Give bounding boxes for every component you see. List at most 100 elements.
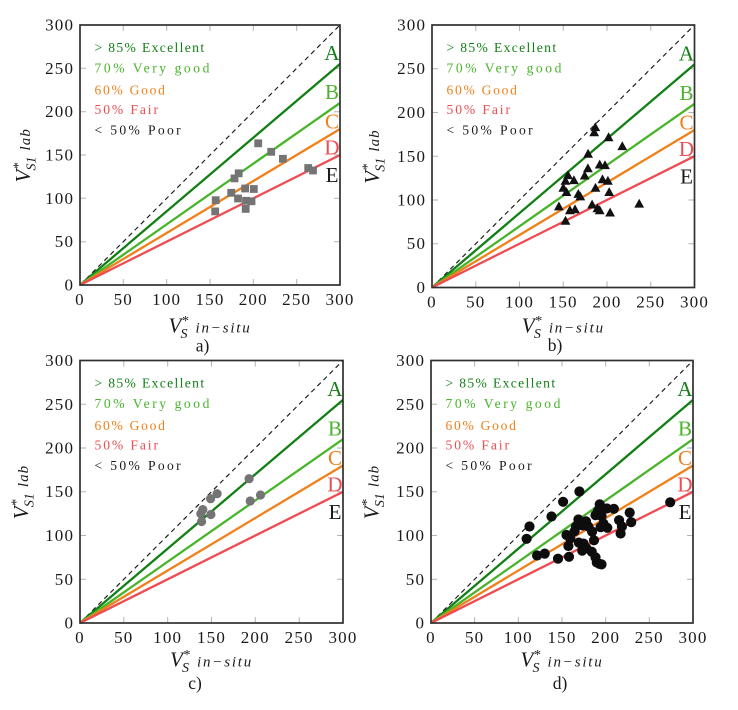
svg-text:100: 100 bbox=[153, 628, 182, 647]
svg-text:A: A bbox=[324, 41, 340, 65]
svg-text:250: 250 bbox=[396, 395, 425, 414]
svg-text:200: 200 bbox=[45, 102, 74, 121]
svg-text:B: B bbox=[328, 416, 342, 440]
svg-text:60% Good: 60% Good bbox=[447, 83, 519, 98]
svg-text:D: D bbox=[327, 472, 342, 496]
svg-text:< 50% Poor: < 50% Poor bbox=[447, 123, 536, 138]
svg-text:300: 300 bbox=[328, 628, 357, 647]
svg-text:70% Very good: 70% Very good bbox=[95, 396, 212, 411]
svg-text:300: 300 bbox=[397, 16, 426, 35]
svg-text:> 85% Excellent: > 85% Excellent bbox=[446, 376, 557, 391]
svg-text:250: 250 bbox=[635, 628, 664, 647]
svg-text:C: C bbox=[328, 446, 342, 470]
svg-text:B: B bbox=[325, 80, 339, 104]
svg-text:50: 50 bbox=[114, 628, 133, 647]
svg-text:100: 100 bbox=[45, 189, 74, 208]
svg-text:250: 250 bbox=[285, 628, 314, 647]
svg-text:0: 0 bbox=[75, 628, 85, 647]
svg-text:< 50% Poor: < 50% Poor bbox=[95, 123, 184, 138]
svg-text:150: 150 bbox=[547, 628, 576, 647]
svg-text:D: D bbox=[679, 137, 694, 161]
svg-text:0: 0 bbox=[415, 614, 425, 633]
svg-text:A: A bbox=[679, 42, 695, 66]
svg-text:B: B bbox=[678, 416, 692, 440]
svg-text:150: 150 bbox=[549, 293, 578, 312]
svg-text:300: 300 bbox=[325, 290, 354, 309]
svg-text:70% Very good: 70% Very good bbox=[447, 61, 564, 76]
svg-text:250: 250 bbox=[45, 395, 74, 414]
svg-text:0: 0 bbox=[64, 276, 74, 295]
svg-text:300: 300 bbox=[45, 16, 74, 35]
svg-text:60% Good: 60% Good bbox=[95, 418, 167, 433]
svg-text:60% Good: 60% Good bbox=[446, 418, 518, 433]
svg-text:0: 0 bbox=[426, 628, 436, 647]
svg-text:< 50% Poor: < 50% Poor bbox=[446, 458, 535, 473]
svg-text:E: E bbox=[329, 500, 342, 524]
svg-text:D: D bbox=[677, 472, 692, 496]
svg-text:250: 250 bbox=[282, 290, 311, 309]
svg-text:70% Very good: 70% Very good bbox=[95, 61, 212, 76]
svg-text:250: 250 bbox=[45, 59, 74, 78]
svg-text:100: 100 bbox=[152, 290, 181, 309]
svg-text:300: 300 bbox=[45, 351, 74, 370]
svg-text:50: 50 bbox=[466, 293, 485, 312]
svg-text:0: 0 bbox=[75, 290, 85, 309]
svg-text:50: 50 bbox=[465, 628, 484, 647]
svg-text:C: C bbox=[678, 446, 692, 470]
svg-text:> 85% Excellent: > 85% Excellent bbox=[447, 40, 558, 55]
svg-text:100: 100 bbox=[45, 526, 74, 545]
svg-text:> 85% Excellent: > 85% Excellent bbox=[95, 40, 206, 55]
svg-text:D: D bbox=[324, 136, 339, 160]
svg-text:C: C bbox=[679, 110, 693, 134]
svg-text:a): a) bbox=[196, 335, 210, 355]
svg-text:100: 100 bbox=[397, 191, 426, 210]
svg-text:50: 50 bbox=[114, 290, 133, 309]
svg-text:300: 300 bbox=[680, 293, 709, 312]
svg-text:250: 250 bbox=[636, 293, 665, 312]
svg-text:c): c) bbox=[188, 673, 202, 693]
svg-text:B: B bbox=[679, 81, 693, 105]
svg-text:300: 300 bbox=[396, 351, 425, 370]
svg-text:200: 200 bbox=[397, 103, 426, 122]
svg-text:0: 0 bbox=[416, 278, 426, 297]
svg-text:50: 50 bbox=[55, 232, 74, 251]
svg-text:50% Fair: 50% Fair bbox=[95, 102, 160, 117]
svg-text:300: 300 bbox=[678, 628, 707, 647]
svg-text:150: 150 bbox=[396, 482, 425, 501]
svg-text:50: 50 bbox=[55, 570, 74, 589]
svg-text:0: 0 bbox=[64, 614, 74, 633]
svg-text:50: 50 bbox=[406, 570, 425, 589]
svg-text:A: A bbox=[327, 377, 343, 401]
svg-text:150: 150 bbox=[195, 290, 224, 309]
svg-text:60% Good: 60% Good bbox=[95, 83, 167, 98]
svg-text:250: 250 bbox=[397, 59, 426, 78]
svg-text:200: 200 bbox=[591, 628, 620, 647]
svg-text:200: 200 bbox=[396, 439, 425, 458]
svg-text:C: C bbox=[325, 109, 339, 133]
svg-text:150: 150 bbox=[45, 146, 74, 165]
svg-text:50% Fair: 50% Fair bbox=[446, 438, 511, 453]
svg-text:150: 150 bbox=[397, 147, 426, 166]
svg-text:50% Fair: 50% Fair bbox=[447, 102, 512, 117]
svg-text:0: 0 bbox=[427, 293, 437, 312]
svg-text:100: 100 bbox=[504, 628, 533, 647]
svg-text:100: 100 bbox=[396, 526, 425, 545]
svg-text:A: A bbox=[677, 377, 693, 401]
svg-text:150: 150 bbox=[197, 628, 226, 647]
svg-text:200: 200 bbox=[241, 628, 270, 647]
svg-text:200: 200 bbox=[239, 290, 268, 309]
svg-text:150: 150 bbox=[45, 482, 74, 501]
svg-text:200: 200 bbox=[592, 293, 621, 312]
svg-text:< 50% Poor: < 50% Poor bbox=[95, 458, 184, 473]
svg-text:b): b) bbox=[548, 335, 563, 355]
svg-text:70% Very good: 70% Very good bbox=[446, 396, 563, 411]
svg-text:d): d) bbox=[553, 673, 568, 693]
svg-text:50% Fair: 50% Fair bbox=[95, 438, 160, 453]
svg-text:50: 50 bbox=[407, 234, 426, 253]
svg-text:E: E bbox=[679, 500, 692, 524]
svg-text:E: E bbox=[326, 163, 339, 187]
svg-text:> 85% Excellent: > 85% Excellent bbox=[95, 376, 206, 391]
svg-text:E: E bbox=[680, 164, 693, 188]
svg-text:200: 200 bbox=[45, 439, 74, 458]
svg-text:100: 100 bbox=[505, 293, 534, 312]
